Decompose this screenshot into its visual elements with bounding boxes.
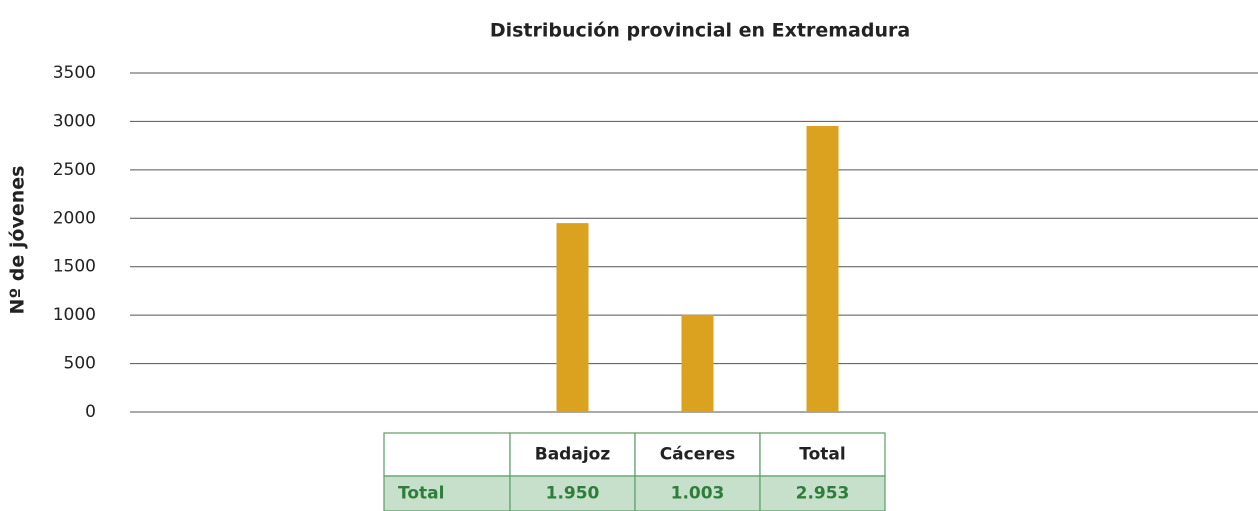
y-tick-label: 1500 [53, 257, 96, 277]
chart-title: Distribución provincial en Extremadura [490, 20, 910, 42]
y-tick-label: 0 [85, 402, 96, 422]
y-axis-label: Nº de jóvenes [7, 166, 29, 315]
table-header: Cáceres [660, 445, 736, 465]
table-value: 1.003 [671, 484, 725, 504]
table-cell [509, 475, 636, 511]
bar [556, 223, 589, 412]
table-cell [759, 475, 886, 511]
table-cell [509, 432, 636, 477]
y-tick-label: 3000 [53, 111, 96, 131]
table-header: Total [799, 445, 845, 465]
y-tick-label: 2000 [53, 208, 96, 228]
y-tick-label: 500 [64, 354, 96, 374]
y-tick-label: 1000 [53, 305, 96, 325]
bar [681, 314, 714, 412]
y-tick-label: 2500 [53, 160, 96, 180]
table-cell [383, 475, 511, 511]
table-row-label: Total [398, 484, 444, 504]
table-cell [759, 432, 886, 477]
y-tick-label: 3500 [53, 63, 96, 83]
table-cell [634, 475, 761, 511]
table-value: 1.950 [546, 484, 600, 504]
table-value: 2.953 [796, 484, 850, 504]
table-cell [383, 432, 511, 477]
table-header: Badajoz [535, 445, 611, 465]
bar [806, 125, 839, 412]
